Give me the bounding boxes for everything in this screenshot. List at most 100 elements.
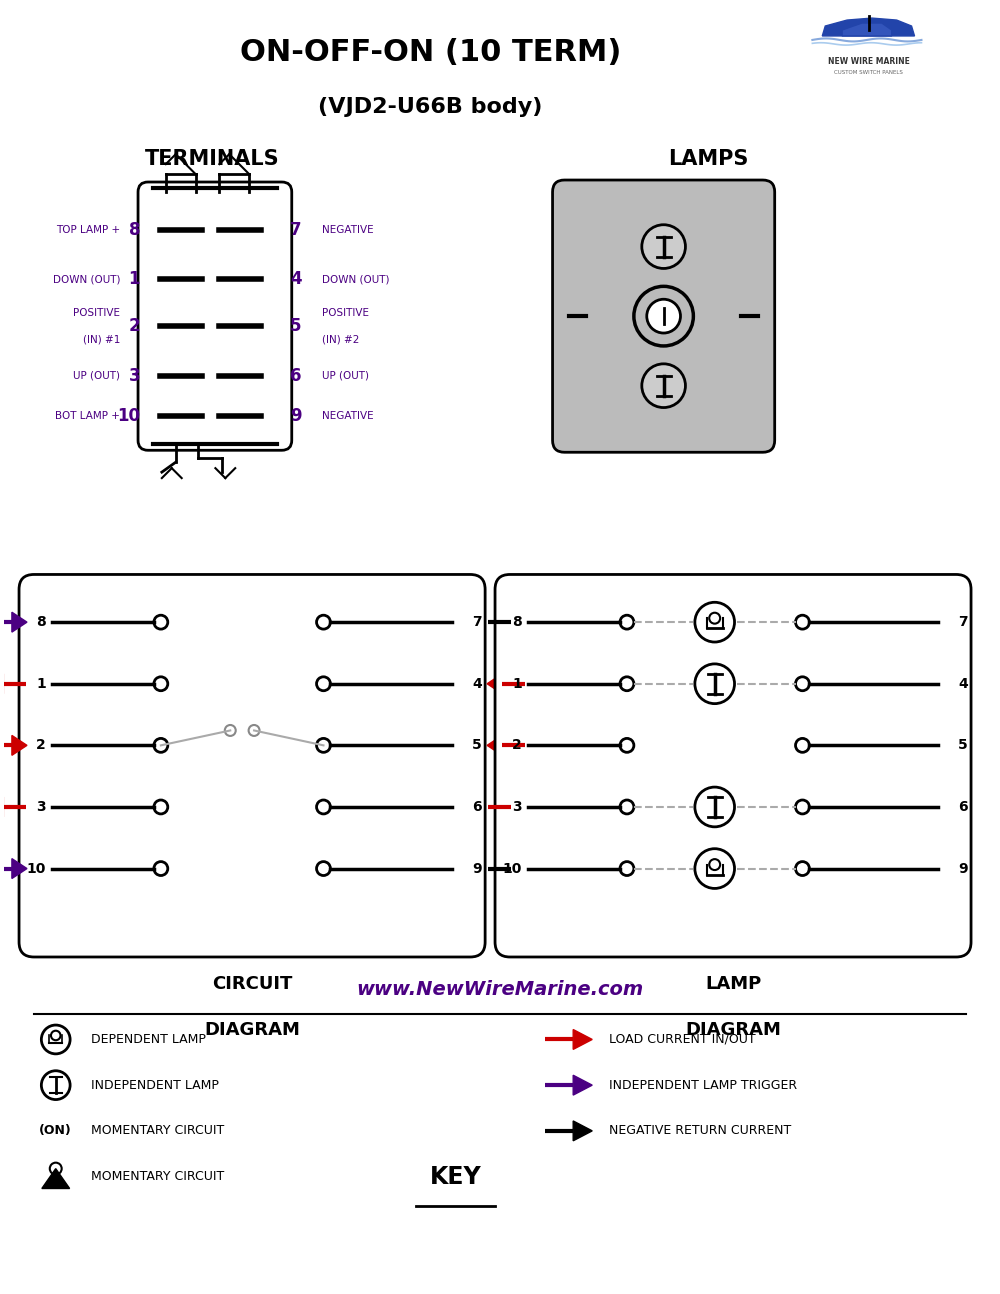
Text: CUSTOM SWITCH PANELS: CUSTOM SWITCH PANELS	[834, 70, 903, 75]
Text: 1: 1	[129, 270, 140, 289]
Polygon shape	[822, 18, 915, 36]
Text: CIRCUIT: CIRCUIT	[212, 974, 292, 992]
Circle shape	[317, 862, 330, 876]
Circle shape	[796, 739, 809, 752]
Polygon shape	[511, 797, 526, 817]
Text: 6: 6	[472, 800, 482, 814]
Text: MOMENTARY CIRCUIT: MOMENTARY CIRCUIT	[91, 1124, 225, 1137]
Text: 7: 7	[958, 615, 968, 629]
Circle shape	[796, 862, 809, 876]
Polygon shape	[573, 1030, 592, 1049]
Circle shape	[620, 739, 634, 752]
Text: 10: 10	[117, 406, 140, 424]
Text: (ON): (ON)	[39, 1124, 72, 1137]
Text: 1: 1	[36, 677, 46, 691]
FancyBboxPatch shape	[19, 575, 485, 958]
Polygon shape	[573, 1121, 592, 1141]
Circle shape	[642, 364, 685, 408]
Text: 9: 9	[472, 862, 482, 876]
Text: LOAD CURRENT IN/OUT: LOAD CURRENT IN/OUT	[609, 1033, 756, 1046]
Text: DOWN (OUT): DOWN (OUT)	[53, 274, 120, 285]
Text: (IN) #1: (IN) #1	[83, 334, 120, 344]
Text: KEY: KEY	[430, 1165, 481, 1189]
Text: 8: 8	[512, 615, 522, 629]
Circle shape	[154, 739, 168, 752]
Text: 4: 4	[290, 270, 301, 289]
Circle shape	[642, 225, 685, 268]
Text: NEGATIVE: NEGATIVE	[322, 410, 373, 421]
Circle shape	[154, 677, 168, 691]
Circle shape	[317, 800, 330, 814]
Text: DOWN (OUT): DOWN (OUT)	[322, 274, 389, 285]
Text: 2: 2	[128, 317, 140, 335]
Text: 3: 3	[36, 800, 46, 814]
Circle shape	[154, 615, 168, 629]
Text: 7: 7	[472, 615, 482, 629]
Text: 5: 5	[472, 739, 482, 752]
Text: 9: 9	[290, 406, 301, 424]
Circle shape	[317, 615, 330, 629]
Text: 6: 6	[290, 366, 301, 384]
Polygon shape	[12, 859, 27, 879]
Polygon shape	[573, 1075, 592, 1095]
Text: 7: 7	[290, 221, 301, 238]
Text: MOMENTARY CIRCUIT: MOMENTARY CIRCUIT	[91, 1170, 225, 1183]
Text: TOP LAMP +: TOP LAMP +	[56, 225, 120, 234]
Circle shape	[634, 286, 693, 345]
Polygon shape	[12, 735, 27, 756]
Polygon shape	[511, 859, 526, 879]
Text: 4: 4	[958, 677, 968, 691]
Polygon shape	[12, 612, 27, 631]
Circle shape	[620, 677, 634, 691]
Text: ON-OFF-ON (10 TERM): ON-OFF-ON (10 TERM)	[240, 39, 621, 67]
Text: 3: 3	[512, 800, 522, 814]
Text: 1: 1	[512, 677, 522, 691]
Text: UP (OUT): UP (OUT)	[73, 371, 120, 380]
Text: DIAGRAM: DIAGRAM	[685, 1021, 781, 1039]
Text: DIAGRAM: DIAGRAM	[204, 1021, 300, 1039]
Text: 8: 8	[129, 221, 140, 238]
Circle shape	[620, 615, 634, 629]
Text: 6: 6	[958, 800, 968, 814]
Circle shape	[154, 800, 168, 814]
FancyBboxPatch shape	[553, 180, 775, 453]
Text: UP (OUT): UP (OUT)	[322, 371, 369, 380]
Text: NEGATIVE: NEGATIVE	[322, 225, 373, 234]
Circle shape	[317, 677, 330, 691]
Circle shape	[620, 862, 634, 876]
FancyBboxPatch shape	[495, 575, 971, 958]
Text: 2: 2	[512, 739, 522, 752]
Text: 4: 4	[472, 677, 482, 691]
Text: 10: 10	[502, 862, 522, 876]
Text: INDEPENDENT LAMP TRIGGER: INDEPENDENT LAMP TRIGGER	[609, 1079, 797, 1092]
Circle shape	[796, 677, 809, 691]
Circle shape	[796, 615, 809, 629]
Text: BOT LAMP +: BOT LAMP +	[55, 410, 120, 421]
Text: 3: 3	[128, 366, 140, 384]
Text: INDEPENDENT LAMP: INDEPENDENT LAMP	[91, 1079, 219, 1092]
Circle shape	[154, 862, 168, 876]
Polygon shape	[487, 735, 502, 756]
Text: 8: 8	[36, 615, 46, 629]
Polygon shape	[511, 612, 526, 631]
Text: POSITIVE: POSITIVE	[73, 308, 120, 318]
Text: 9: 9	[958, 862, 968, 876]
Text: 10: 10	[26, 862, 46, 876]
Circle shape	[620, 800, 634, 814]
Text: LAMPS: LAMPS	[668, 149, 748, 170]
Polygon shape	[42, 1168, 70, 1188]
Circle shape	[317, 739, 330, 752]
Text: DEPENDENT LAMP: DEPENDENT LAMP	[91, 1033, 206, 1046]
Text: NEGATIVE RETURN CURRENT: NEGATIVE RETURN CURRENT	[609, 1124, 791, 1137]
Text: 5: 5	[958, 739, 968, 752]
Text: NEW WIRE MARINE: NEW WIRE MARINE	[828, 57, 910, 66]
Text: TERMINALS: TERMINALS	[145, 149, 280, 170]
Text: LAMP: LAMP	[705, 974, 761, 992]
Text: 5: 5	[290, 317, 301, 335]
Text: POSITIVE: POSITIVE	[322, 308, 369, 318]
Polygon shape	[842, 23, 892, 36]
Polygon shape	[0, 797, 3, 817]
Polygon shape	[0, 674, 3, 694]
Text: 2: 2	[36, 739, 46, 752]
Circle shape	[647, 299, 680, 333]
